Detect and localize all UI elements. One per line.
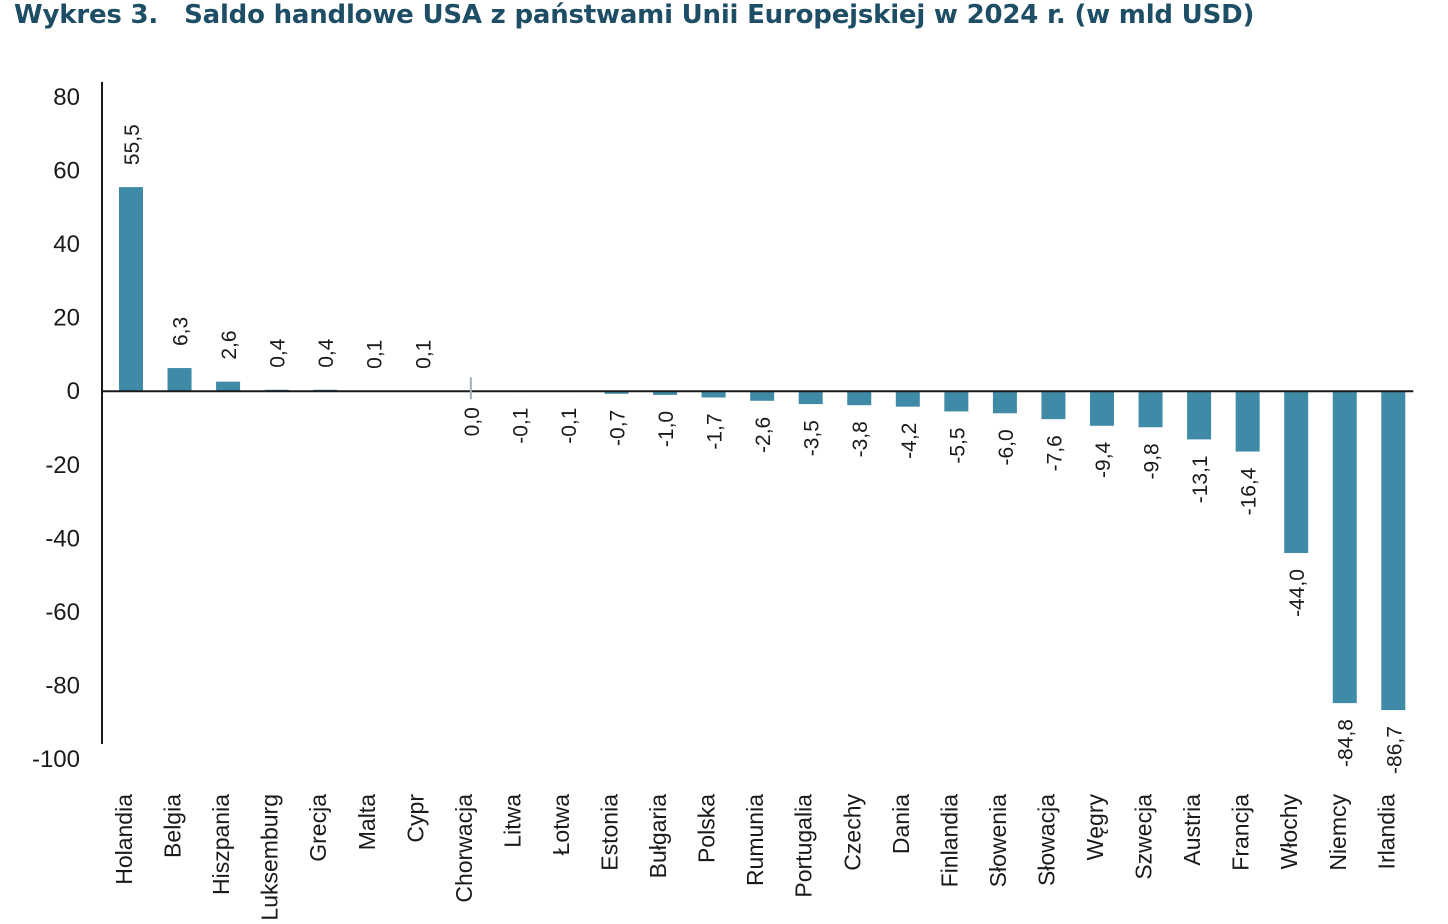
category-label: Łotwa xyxy=(548,794,574,856)
category-label: Szwecja xyxy=(1131,794,1157,880)
data-label: 0,4 xyxy=(315,338,338,368)
data-label: 0,0 xyxy=(461,407,484,436)
category-label: Francja xyxy=(1228,794,1254,871)
category-label: Malta xyxy=(354,794,380,850)
category-label: Węgry xyxy=(1082,794,1108,861)
chart-title: Wykres 3. Saldo handlowe USA z państwami … xyxy=(14,0,1254,30)
category-label: Niemcy xyxy=(1325,794,1351,871)
data-label: -16,4 xyxy=(1238,467,1261,515)
data-label: 0,4 xyxy=(267,338,290,368)
y-axis: 80 60 40 20 0 -20 -40 -60 -80 -100 xyxy=(32,82,103,773)
data-label: -0,1 xyxy=(509,408,532,444)
bar xyxy=(847,391,872,406)
data-label: -4,2 xyxy=(898,423,921,459)
bar xyxy=(1138,391,1163,428)
category-label: Czechy xyxy=(839,794,865,871)
y-tick-label: -20 xyxy=(45,452,80,479)
data-label: -6,0 xyxy=(995,429,1018,465)
category-label: Bułgaria xyxy=(645,794,671,879)
data-label: -3,8 xyxy=(849,421,872,457)
bar xyxy=(1041,391,1066,420)
category-label: Estonia xyxy=(597,794,623,871)
bar xyxy=(216,381,241,392)
category-label: Holandia xyxy=(111,794,137,885)
bar xyxy=(1332,391,1357,704)
data-label: -44,0 xyxy=(1286,569,1309,617)
y-tick-label: 60 xyxy=(53,158,80,185)
data-label: -5,5 xyxy=(946,427,969,463)
category-label: Portugalia xyxy=(791,794,817,898)
bar xyxy=(1187,391,1212,440)
category-label: Finlandia xyxy=(936,794,962,888)
data-label: -1,7 xyxy=(704,413,727,449)
bar xyxy=(1284,391,1309,554)
zero-line xyxy=(102,377,1414,400)
data-label: 55,5 xyxy=(121,124,144,165)
category-label: Słowacja xyxy=(1033,794,1059,886)
data-label: -84,8 xyxy=(1335,719,1358,767)
bar xyxy=(653,391,678,395)
bar xyxy=(119,187,143,392)
data-label: -0,1 xyxy=(558,408,581,444)
data-label: -2,6 xyxy=(752,417,775,453)
bar xyxy=(895,391,920,407)
category-label: Polska xyxy=(694,794,720,863)
category-labels: Holandia Belgia Hiszpania Luksemburg Grecja M… xyxy=(111,794,1399,921)
category-label: Belgia xyxy=(160,794,186,858)
y-tick-label: 20 xyxy=(53,305,80,332)
bar xyxy=(701,391,726,398)
category-label: Cypr xyxy=(402,794,428,843)
y-tick-label: 40 xyxy=(53,231,80,258)
data-label: 2,6 xyxy=(218,330,241,359)
y-tick-label: -80 xyxy=(45,672,80,699)
category-label: Rumunia xyxy=(742,794,768,886)
category-label: Słowenia xyxy=(985,794,1011,888)
y-tick-label: -60 xyxy=(45,599,80,626)
data-label: -9,4 xyxy=(1092,441,1115,478)
data-label: 6,3 xyxy=(170,317,193,346)
bar xyxy=(1235,391,1260,452)
data-label: -9,8 xyxy=(1141,443,1164,479)
category-label: Chorwacja xyxy=(451,794,477,903)
y-tick-label: -40 xyxy=(45,525,80,552)
category-label: Irlandia xyxy=(1373,794,1399,870)
data-label: 0,1 xyxy=(412,340,435,369)
data-label: -13,1 xyxy=(1189,455,1212,503)
y-tick-label: 80 xyxy=(53,84,80,111)
category-label: Dania xyxy=(888,794,914,854)
category-label: Austria xyxy=(1179,794,1205,866)
bar xyxy=(167,368,192,392)
category-label: Włochy xyxy=(1276,794,1302,870)
bar xyxy=(798,391,823,405)
bar xyxy=(992,391,1017,414)
category-label: Luksemburg xyxy=(257,794,283,921)
bar xyxy=(1381,391,1406,711)
y-tick-label: -100 xyxy=(32,746,80,773)
category-label: Hiszpania xyxy=(208,794,234,895)
data-label: -3,5 xyxy=(801,420,824,456)
data-labels: 55,5 6,3 2,6 0,4 0,4 0,1 0,1 0,0 -0,1 -0,1 -0,7 -1,… xyxy=(121,124,1406,774)
chart-title-text: Saldo handlowe USA z państwami Unii Euro… xyxy=(184,0,1255,30)
data-label: -1,0 xyxy=(655,411,678,447)
category-label: Litwa xyxy=(499,794,525,848)
bar xyxy=(944,391,969,412)
chart-number: Wykres 3. xyxy=(14,0,159,30)
bar xyxy=(604,391,629,394)
category-label: Grecja xyxy=(305,794,331,862)
data-label: 0,1 xyxy=(364,340,387,369)
data-label: -86,7 xyxy=(1383,726,1406,774)
data-label: -7,6 xyxy=(1043,435,1066,471)
bar xyxy=(750,391,775,401)
y-tick-label: 0 xyxy=(67,378,80,405)
data-label: -0,7 xyxy=(607,410,630,446)
bar xyxy=(1090,391,1114,426)
